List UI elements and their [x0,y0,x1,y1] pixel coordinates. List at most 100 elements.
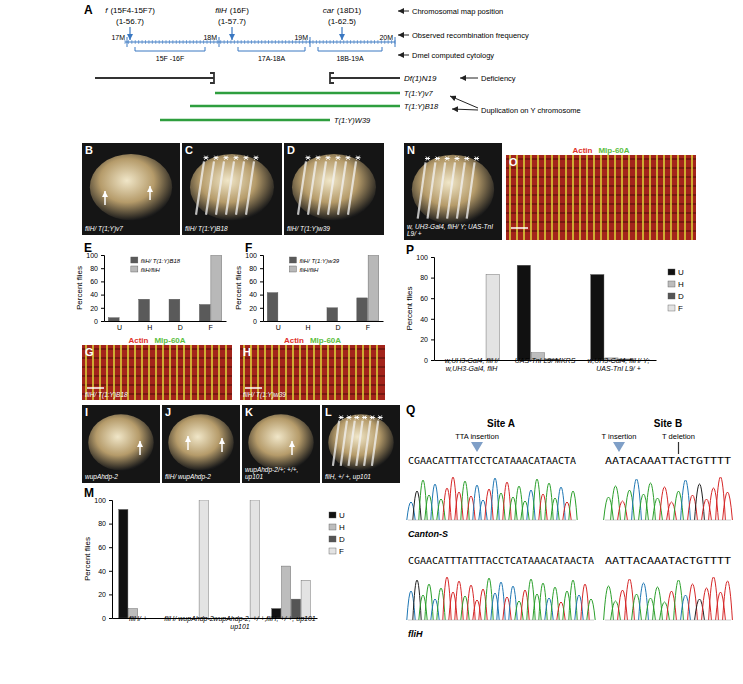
tick-mark [431,339,434,340]
bar [139,299,150,321]
asterisk [204,156,209,160]
insertion-marker [471,442,483,452]
z-disc-stripe [586,155,588,240]
panel-label: Q [406,403,415,417]
ruler-minor-tick [278,40,279,44]
tick-mark [431,278,434,279]
chromatogram-peak [455,581,463,620]
ruler-minor-tick [377,40,378,44]
muscle-stripe [318,161,326,214]
ruler-minor-tick [179,40,180,44]
tick-label: 80 [90,265,98,272]
x-tick: UAS-TnI L9/ MKRS [515,357,576,364]
muscle-stripe [196,161,204,214]
image-caption: fliH/ T(1:Y)w39 [243,391,286,399]
text-line: UAS-TnI L9/ MKRS [515,357,576,364]
text-line: wupAhdp-2, +/ +, [213,615,266,623]
bar [119,509,128,618]
chromatogram-peak [716,477,726,520]
x-tick: w,UH3-Gal4, fliH/ Y;UAS-TnI L9/ + [588,357,650,372]
muscle-stripe [447,162,455,218]
photo-caption: fliH/ wupAhdp-2 [165,473,211,481]
chromatogram-peak [632,479,642,520]
locus-label: f(15F4-15F7) [105,6,155,15]
legend-label: U [339,511,345,520]
ruler-minor-tick [220,40,221,44]
z-disc-stripe [204,345,206,400]
y-tick: 40 [420,316,434,323]
photo-arrow [221,438,223,452]
text-line: up101 [245,473,263,481]
deficiency-line [95,73,400,83]
legend-label: fliH/ T(1:Y)B18 [141,258,181,264]
duplication-line [160,119,330,122]
bar [517,265,530,360]
fly-photo: Nw, UH3-Gal4, fliH/ Y; UAS-TnIL9/ + [404,143,502,240]
axis-domain [101,256,105,322]
z-disc-stripe [628,155,630,240]
tick-mark [109,594,112,595]
axis-domain [105,321,227,322]
legend-label: U [678,268,684,277]
z-disc-stripe [148,345,150,400]
panel-label: I [85,406,88,418]
z-disc-stripe [369,345,371,400]
ruler-minor-tick [268,40,269,44]
z-disc-stripe [197,345,199,400]
chromatogram-peak [604,586,614,620]
text-line: fliH/ T(1:Y)B18 [185,225,228,233]
stain-label: Mlp-60A [154,336,185,345]
muscle-stripe [298,161,306,214]
deficiency-name: Df(1)N19 [404,74,437,83]
thorax-image [88,414,154,470]
legend-swatch [668,305,675,311]
thorax-image [168,414,234,470]
z-disc-stripe [225,345,227,400]
strain-label: fliH [408,629,423,639]
panel-label: K [245,406,253,418]
ruler-minor-tick [138,40,139,44]
tick-label: U [276,324,281,331]
ruler-minor-tick [353,40,354,44]
bars [267,255,378,321]
photo-arrow [149,186,151,200]
label-arrow [450,96,478,108]
text-line: up101 [230,623,250,631]
chromatogram [604,477,733,520]
y-tick: 100 [94,497,112,504]
photo-caption: wupAhdp-2/+; +/+,up101 [245,466,298,482]
legend: fliH/ T(1:Y)w39fliH/fliH [289,257,339,273]
chromatogram-baseline [605,520,731,521]
ruler-minor-tick [142,40,143,44]
row-label: Chromosomal map position [412,7,503,16]
y-axis-title: Percent flies [405,286,414,330]
tick-label: 40 [90,291,98,298]
tick-mark [101,268,104,269]
muscle-stripe [236,161,244,214]
asterisk [425,157,430,161]
ruler-label: 20M [379,34,393,41]
z-disc-stripe [183,345,185,400]
asterisk [339,415,344,419]
row-label: Observed recombination frequency [412,31,529,40]
row-label: Dmel computed cytology [412,51,494,60]
muscle-stripe [356,421,362,466]
muscle-stripe [308,161,316,214]
legend-swatch [329,536,336,542]
z-disc-stripe [155,345,157,400]
asterisk [346,156,351,160]
duplication-line [215,92,400,95]
legend: UHDF [329,511,345,556]
annotation: T insertion [602,432,637,441]
x-tick: F [208,321,212,331]
y-axis-title: Percent flies [234,266,243,310]
z-disc-stripe [134,345,136,400]
tick-label: 20 [98,591,106,598]
tick-label: 80 [420,274,428,281]
bars [486,265,632,360]
stain-labels: ActinMlp-60A [572,146,629,155]
image-caption: fliH/ T(1:Y)B18 [85,391,128,399]
ruler-minor-tick [336,40,337,44]
recombination: (1-62.5) [328,17,356,26]
text-line: fliH/ wupAhdp-2 [165,473,211,481]
